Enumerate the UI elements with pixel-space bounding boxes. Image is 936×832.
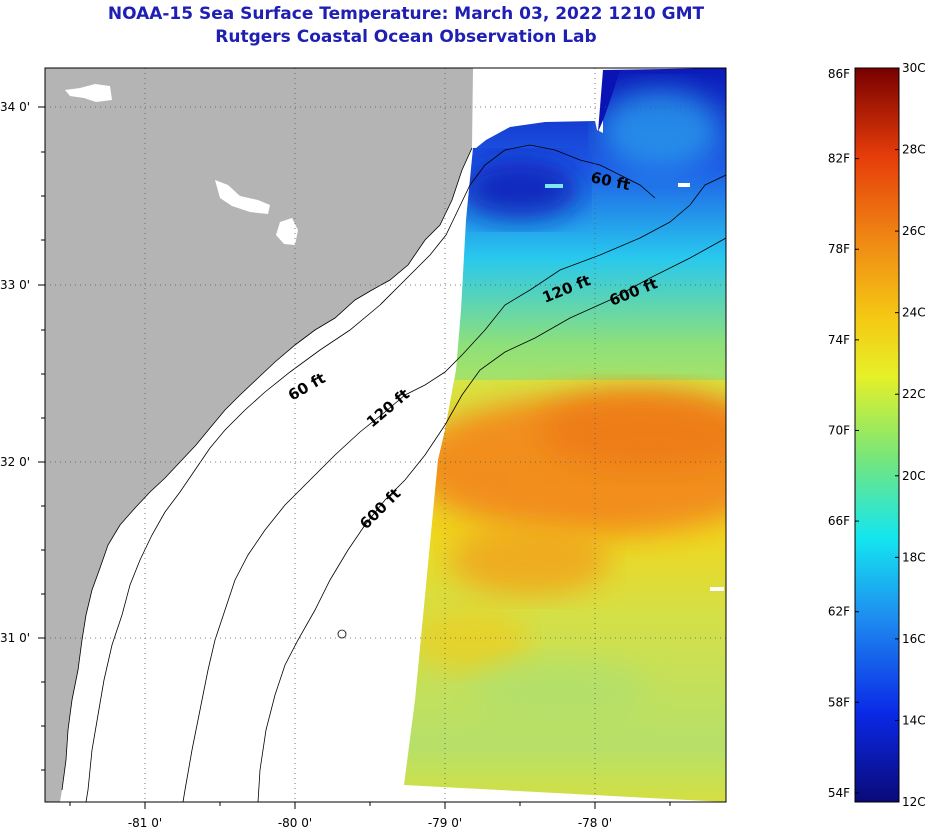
colorbar-f-label: 86F xyxy=(828,67,850,81)
lon-label: -78 0' xyxy=(578,816,612,830)
colorbar-c-label: 24C xyxy=(902,306,926,320)
graticule xyxy=(45,68,726,802)
sst-swath xyxy=(404,68,726,802)
colorbar-c-label: 28C xyxy=(902,143,926,157)
map-border xyxy=(44,67,727,803)
land-mass xyxy=(45,68,473,802)
colorbar-c-label: 22C xyxy=(902,387,926,401)
lon-label: -79 0' xyxy=(428,816,462,830)
colorbar-c-labels: 30C 28C 26C 24C 22C 20C 18C 16C 14C 12C xyxy=(902,61,926,809)
colorbar-f-label: 66F xyxy=(828,514,850,528)
temperature-colorbar xyxy=(854,67,900,803)
colorbar-f-label: 62F xyxy=(828,605,850,619)
cloud-patch xyxy=(710,587,724,591)
seamount-contour xyxy=(337,629,347,639)
lat-label: 31 0' xyxy=(0,631,30,645)
colorbar-f-label: 74F xyxy=(828,333,850,347)
lat-label: 34 0' xyxy=(0,100,30,114)
colorbar-f-label: 54F xyxy=(828,786,850,800)
colorbar-f-label: 82F xyxy=(828,152,850,166)
colorbar-f-ticks xyxy=(855,67,859,794)
contour-60ft xyxy=(85,144,656,802)
colorbar-c-label: 12C xyxy=(902,795,926,809)
colorbar-f-label: 70F xyxy=(828,423,850,437)
cloud-patch xyxy=(678,183,690,187)
lake xyxy=(276,218,298,245)
colorbar-c-label: 26C xyxy=(902,224,926,238)
map-subtitle: Rutgers Coastal Ocean Observation Lab xyxy=(215,27,597,47)
colorbar-f-labels: 86F 82F 78F 74F 70F 66F 62F 58F 54F xyxy=(828,67,850,800)
axis-ticks xyxy=(38,106,671,809)
contour-120ft xyxy=(182,174,726,802)
colorbar-c-label: 14C xyxy=(902,713,926,727)
contour-600ft xyxy=(257,237,726,802)
lake xyxy=(215,180,270,214)
cloud-patch xyxy=(545,184,563,188)
colorbar-f-label: 58F xyxy=(828,695,850,709)
colorbar-f-label: 78F xyxy=(828,242,850,256)
colorbar-c-label: 16C xyxy=(902,632,926,646)
lat-label: 33 0' xyxy=(0,278,30,292)
lake xyxy=(65,84,112,102)
colorbar-c-label: 18C xyxy=(902,550,926,564)
lon-label: -80 0' xyxy=(278,816,312,830)
coastline xyxy=(61,147,473,791)
colorbar-c-label: 30C xyxy=(902,61,926,75)
map-title: NOAA-15 Sea Surface Temperature: March 0… xyxy=(107,4,705,24)
river-estuary xyxy=(598,70,620,132)
colorbar-c-ticks xyxy=(895,67,899,803)
colorbar-c-label: 20C xyxy=(902,469,926,483)
lon-label: -81 0' xyxy=(128,816,162,830)
lat-label: 32 0' xyxy=(0,455,30,469)
